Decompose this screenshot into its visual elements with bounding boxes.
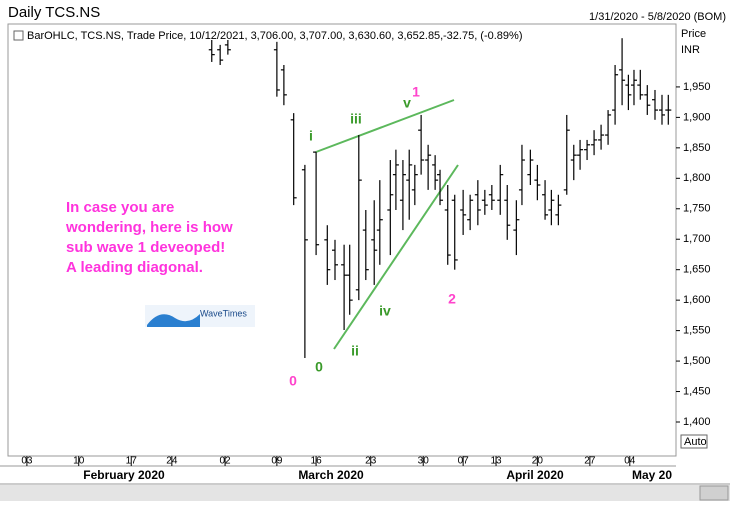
y-tick-label: 1,600 [683,294,711,306]
date-range: 1/31/2020 - 5/8/2020 (BOM) [589,11,726,23]
y-tick-label: 1,800 [683,172,711,184]
wave-label: 0 [289,373,297,389]
logo-wave [147,314,200,327]
note-line: A leading diagonal. [66,259,203,276]
x-tick-label: 16 [311,456,323,467]
legend-icon [13,30,24,41]
trend-line [315,99,455,153]
y-tick-label: 1,550 [683,325,711,337]
axis-unit: INR [681,44,700,56]
wave-label: i [309,128,313,144]
x-tick-label: 02 [220,456,232,467]
wave-label: ii [351,343,359,359]
month-label: March 2020 [298,468,364,482]
trend-line [333,164,459,350]
logo: WaveTimes [145,305,255,327]
y-tick-label: 1,950 [683,81,711,93]
logo-text: WaveTimes [200,308,247,318]
x-tick-label: 03 [21,456,33,467]
scroll-button[interactable] [699,485,729,501]
month-label: April 2020 [506,468,564,482]
x-tick-label: 04 [624,456,636,467]
x-tick-label: 07 [458,456,470,467]
x-tick-label: 17 [126,456,138,467]
wave-label: v [403,95,411,111]
note-line: sub wave 1 deveoped! [66,239,225,256]
x-tick-label: 24 [166,456,178,467]
bars [208,38,672,359]
x-tick-label: 23 [365,456,377,467]
scrollbar[interactable] [0,485,730,501]
y-tick-label: 1,750 [683,203,711,215]
y-tick-label: 1,500 [683,355,711,367]
legend-change: -32.75, (-0.89%) [443,30,522,42]
wave-label: iii [350,111,362,127]
y-tick-label: 1,400 [683,416,711,428]
x-tick-label: 10 [73,456,85,467]
legend-text: BarOHLC, TCS.NS, Trade Price, 10/12/2021… [27,30,443,42]
month-label: May 20 [632,468,672,482]
note-line: wondering, here is how [65,219,233,236]
month-label: February 2020 [83,468,165,482]
y-tick-label: 1,850 [683,142,711,154]
x-tick-label: 13 [490,456,502,467]
x-tick-label: 09 [271,456,283,467]
plot-frame [7,23,677,457]
wave-label: 0 [315,359,323,375]
x-tick-label: 30 [418,456,430,467]
wave-label: 2 [448,291,456,307]
y-tick-label: 1,700 [683,233,711,245]
chart-title: Daily TCS.NS [8,4,100,21]
y-tick-label: 1,450 [683,385,711,397]
x-tick-label: 20 [532,456,544,467]
auto-button[interactable] [680,434,708,449]
axis-unit: Price [681,28,706,40]
y-tick-label: 1,900 [683,111,711,123]
x-tick-label: 27 [584,456,596,467]
auto-label[interactable]: Auto [684,436,707,448]
wave-label: iv [379,303,391,319]
note-line: In case you are [66,199,174,216]
y-tick-label: 1,650 [683,264,711,276]
wave-label: 1 [412,84,420,100]
